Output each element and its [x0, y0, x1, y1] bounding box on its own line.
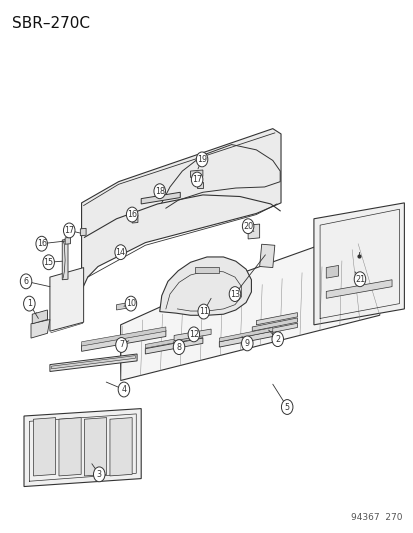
Circle shape	[229, 287, 240, 302]
Polygon shape	[145, 334, 202, 348]
Text: 16: 16	[37, 239, 47, 248]
Polygon shape	[252, 323, 297, 336]
Polygon shape	[247, 224, 259, 239]
Circle shape	[188, 327, 199, 342]
Text: 13: 13	[229, 289, 240, 298]
Circle shape	[271, 332, 283, 346]
Polygon shape	[259, 244, 274, 268]
Polygon shape	[141, 192, 180, 204]
Text: 6: 6	[24, 277, 28, 286]
Polygon shape	[190, 170, 202, 177]
Text: 2: 2	[275, 335, 280, 344]
Polygon shape	[65, 237, 70, 244]
Polygon shape	[159, 257, 251, 316]
Polygon shape	[80, 228, 86, 236]
Polygon shape	[81, 330, 166, 351]
Text: 3: 3	[97, 470, 102, 479]
Text: 5: 5	[284, 402, 289, 411]
Polygon shape	[132, 215, 138, 223]
Text: 18: 18	[154, 187, 164, 196]
Polygon shape	[325, 265, 338, 278]
Polygon shape	[252, 318, 297, 331]
Polygon shape	[120, 235, 379, 381]
Polygon shape	[325, 280, 391, 298]
Polygon shape	[145, 338, 202, 354]
Polygon shape	[110, 418, 132, 476]
Polygon shape	[81, 327, 166, 346]
Circle shape	[93, 467, 105, 482]
Circle shape	[125, 296, 136, 311]
Polygon shape	[313, 203, 404, 325]
Polygon shape	[197, 182, 202, 188]
Text: 10: 10	[126, 299, 135, 308]
Polygon shape	[174, 329, 211, 341]
Circle shape	[115, 337, 127, 352]
Circle shape	[197, 304, 209, 319]
Polygon shape	[116, 303, 128, 310]
Polygon shape	[256, 313, 297, 325]
Circle shape	[118, 382, 129, 397]
Text: 7: 7	[119, 341, 124, 350]
Circle shape	[173, 340, 184, 354]
Polygon shape	[59, 418, 81, 476]
Text: 17: 17	[64, 226, 74, 235]
Text: 4: 4	[121, 385, 126, 394]
Text: 11: 11	[198, 307, 208, 316]
Circle shape	[196, 152, 207, 167]
Text: 16: 16	[127, 210, 137, 219]
Text: 19: 19	[197, 155, 206, 164]
Polygon shape	[194, 266, 219, 273]
Text: 15: 15	[43, 258, 54, 266]
Polygon shape	[33, 418, 55, 476]
Circle shape	[115, 245, 126, 260]
Polygon shape	[219, 327, 272, 342]
Circle shape	[126, 207, 138, 222]
Text: 9: 9	[244, 339, 249, 348]
Polygon shape	[32, 310, 47, 324]
Polygon shape	[81, 128, 280, 290]
Text: 8: 8	[176, 343, 181, 352]
Circle shape	[36, 236, 47, 251]
Polygon shape	[62, 239, 68, 280]
Circle shape	[241, 336, 252, 351]
Circle shape	[191, 172, 202, 187]
Text: 20: 20	[242, 222, 253, 231]
Circle shape	[354, 272, 365, 287]
Polygon shape	[52, 356, 135, 369]
Text: 21: 21	[354, 274, 364, 284]
Polygon shape	[31, 319, 50, 338]
Polygon shape	[50, 354, 137, 372]
Circle shape	[24, 296, 35, 311]
Polygon shape	[219, 331, 272, 347]
Text: 1: 1	[27, 299, 32, 308]
Polygon shape	[84, 418, 107, 476]
Text: 94367  270: 94367 270	[350, 513, 401, 522]
Polygon shape	[24, 409, 141, 487]
Circle shape	[242, 219, 253, 233]
Circle shape	[154, 184, 165, 199]
Circle shape	[20, 274, 32, 289]
Circle shape	[281, 400, 292, 415]
Text: 17: 17	[192, 175, 202, 184]
Polygon shape	[50, 268, 83, 331]
Text: SBR–270C: SBR–270C	[12, 16, 90, 31]
Text: 14: 14	[115, 248, 125, 257]
Circle shape	[63, 223, 75, 238]
Text: 12: 12	[188, 330, 198, 339]
Circle shape	[43, 255, 54, 270]
